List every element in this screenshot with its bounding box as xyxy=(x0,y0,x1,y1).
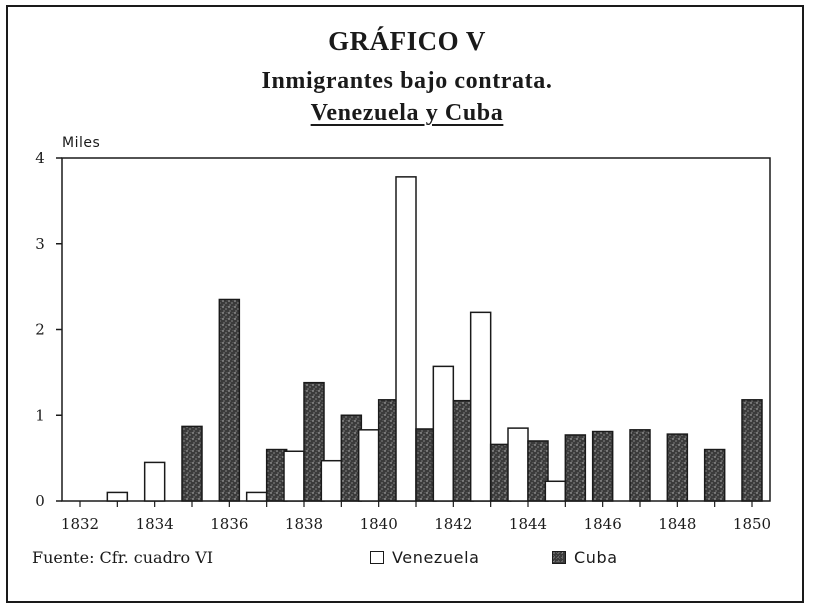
legend-cuba: Cuba xyxy=(552,548,618,567)
bar-cuba-1845 xyxy=(564,434,587,502)
bar-cuba-1836 xyxy=(218,298,241,502)
source-note: Fuente: Cfr. cuadro VI xyxy=(32,548,214,567)
x-tick-label-1848: 1848 xyxy=(658,515,696,533)
y-tick-label-1: 1 xyxy=(35,406,45,424)
legend-label-venezuela: Venezuela xyxy=(392,548,480,567)
y-axis-label: Miles xyxy=(62,135,100,151)
x-tick-label-1842: 1842 xyxy=(434,515,472,533)
x-tick-label-1836: 1836 xyxy=(210,515,248,533)
bar-cuba-1848 xyxy=(666,433,689,502)
bar-cuba-1838 xyxy=(303,381,325,502)
legend-venezuela: Venezuela xyxy=(370,548,480,567)
bar-venezuela-1834 xyxy=(143,461,166,502)
x-tick-label-1832: 1832 xyxy=(61,515,99,533)
bar-cuba-1847 xyxy=(629,429,651,502)
x-tick-label-1850: 1850 xyxy=(733,515,771,533)
bar-venezuela-1837 xyxy=(245,491,268,502)
legend-swatch-venezuela xyxy=(370,551,384,564)
y-tick-label-3: 3 xyxy=(35,235,45,253)
bar-cuba-1835 xyxy=(181,425,203,502)
chart-subtitle-line2: Venezuela y Cuba xyxy=(310,100,504,126)
bar-cuba-1849 xyxy=(703,448,726,502)
y-tick-label-0: 0 xyxy=(35,492,45,510)
bar-venezuela-1845 xyxy=(544,480,567,502)
y-tick-label-2: 2 xyxy=(35,321,45,339)
x-tick-label-1838: 1838 xyxy=(285,515,323,533)
bar-venezuela-1844 xyxy=(507,427,529,502)
x-tick-label-1844: 1844 xyxy=(509,515,547,533)
bar-venezuela-1838 xyxy=(283,450,305,502)
bar-venezuela-1833 xyxy=(106,491,129,502)
y-tick-label-4: 4 xyxy=(35,149,45,167)
bar-venezuela-1839 xyxy=(320,459,343,502)
bar-cuba-1844 xyxy=(527,440,549,502)
x-tick-label-1840: 1840 xyxy=(360,515,398,533)
bar-venezuela-1842 xyxy=(432,365,455,502)
legend-swatch-cuba xyxy=(552,551,566,564)
bar-venezuela-1841 xyxy=(395,176,417,502)
legend-label-cuba: Cuba xyxy=(574,548,618,567)
x-tick-label-1834: 1834 xyxy=(136,515,174,533)
bar-cuba-1850 xyxy=(741,399,763,502)
figure-frame xyxy=(6,5,804,603)
bar-venezuela-1843 xyxy=(469,311,492,502)
bar-venezuela-1840 xyxy=(357,429,380,502)
chart-subtitle-line1: Inmigrantes bajo contrata. xyxy=(261,68,553,94)
x-tick-label-1846: 1846 xyxy=(584,515,622,533)
bar-cuba-1846 xyxy=(591,430,614,502)
chart-title: GRÁFICO V xyxy=(328,26,486,56)
